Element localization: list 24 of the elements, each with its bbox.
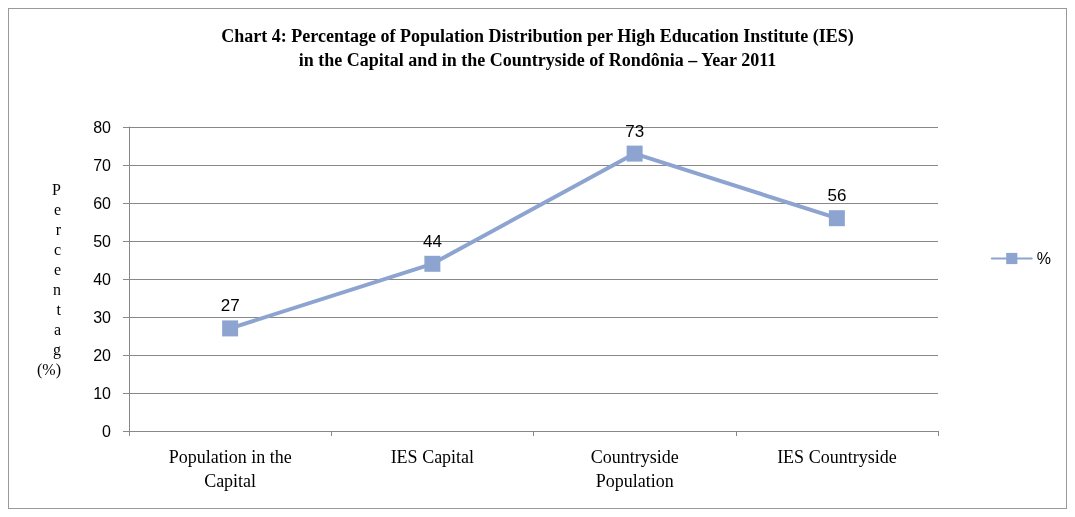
y-tick-label: 40 bbox=[93, 270, 112, 288]
y-tick-label: 50 bbox=[93, 232, 112, 250]
point bbox=[626, 145, 643, 162]
x-tick-label: Population in the Capital bbox=[168, 447, 292, 491]
point bbox=[222, 320, 239, 337]
y-tick-label: 60 bbox=[93, 194, 112, 212]
y-tick-label: 30 bbox=[93, 308, 112, 326]
y-tick-label: 70 bbox=[93, 156, 112, 174]
chart-title: Chart 4: Percentage of Population Distribution per High Education Institute (IES) in the Capital and in the Countryside of Rondônia – Year 2011 bbox=[221, 26, 854, 70]
data-label: 56 bbox=[827, 186, 847, 206]
y-tick-label: 80 bbox=[93, 118, 112, 136]
y-tick-label: 10 bbox=[93, 384, 112, 402]
x-tick-label: IES Capital bbox=[390, 447, 475, 467]
point bbox=[828, 210, 845, 227]
point bbox=[424, 255, 441, 272]
x-tick-label: IES Countryside bbox=[777, 447, 897, 467]
data-label: 27 bbox=[220, 296, 240, 316]
x-tick-label: Countryside Population bbox=[590, 447, 679, 491]
y-tick-label: 0 bbox=[102, 422, 112, 440]
text: Percentag (%) bbox=[37, 180, 61, 378]
y-tick-label: 20 bbox=[93, 346, 112, 364]
legend-label: % bbox=[1036, 250, 1052, 267]
data-label: 73 bbox=[625, 121, 645, 141]
data-label: 44 bbox=[422, 231, 442, 251]
